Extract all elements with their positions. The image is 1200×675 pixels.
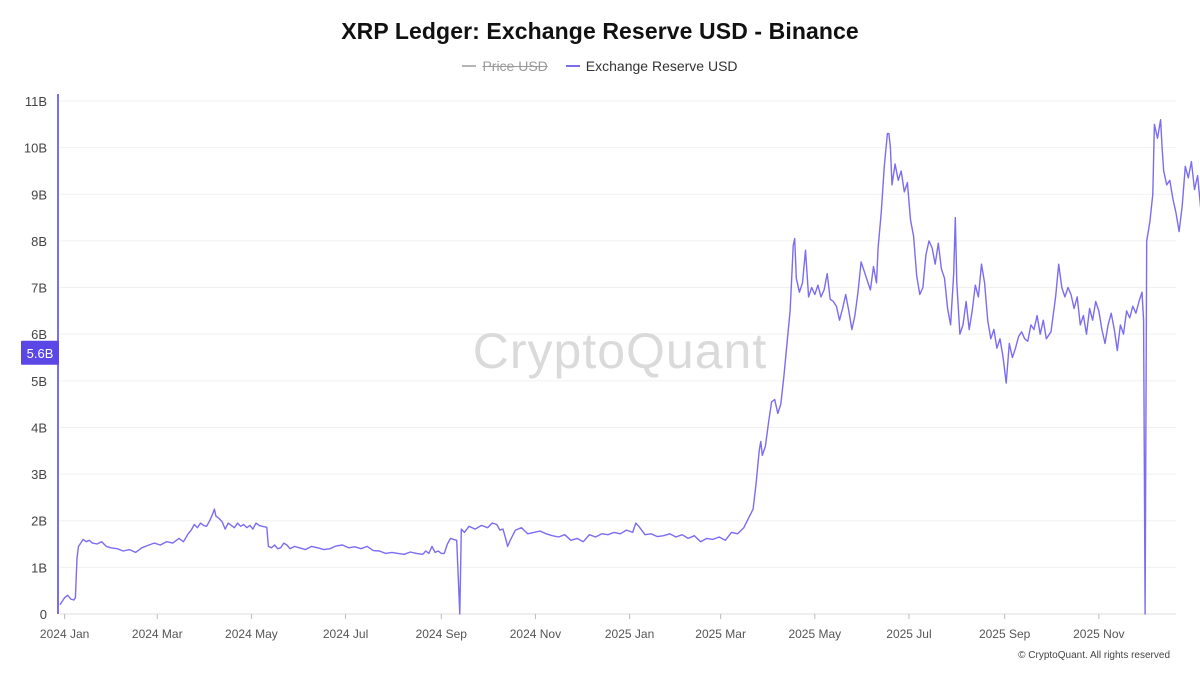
x-tick-label: 2024 Jul xyxy=(323,627,368,641)
x-tick-label: 2025 Sep xyxy=(979,627,1031,641)
series-line-exchange-reserve-usd[interactable] xyxy=(59,119,1200,615)
y-tick-label: 3B xyxy=(31,467,47,482)
x-tick-label: 2025 Nov xyxy=(1073,627,1124,641)
x-tick-label: 2025 Mar xyxy=(695,627,746,641)
x-tick-label: 2024 Jan xyxy=(40,627,89,641)
y-tick-label: 0 xyxy=(40,607,47,622)
y-tick-label: 2B xyxy=(31,514,47,529)
y-axis: 0 1B 2B 3B 4B 5B 6B 7B 8B 9B 10B 11B xyxy=(24,94,47,622)
y-tick-label: 1B xyxy=(31,560,47,575)
y-tick-label: 9B xyxy=(31,187,47,202)
series-layer xyxy=(59,119,1200,615)
y-tick-label: 6B xyxy=(31,327,47,342)
y-tick-label: 7B xyxy=(31,281,47,296)
legend-item-exchange-reserve-usd[interactable]: Exchange Reserve USD xyxy=(565,58,738,74)
copyright-text: © CryptoQuant. All rights reserved xyxy=(1018,650,1170,661)
chart-title: XRP Ledger: Exchange Reserve USD - Binan… xyxy=(341,18,859,44)
y-tick-label: 11B xyxy=(25,94,47,109)
current-value-marker: 5.6B xyxy=(21,340,59,365)
x-axis: 2024 Jan 2024 Mar 2024 May 2024 Jul 2024 Sep… xyxy=(40,614,1125,641)
current-value-label: 5.6B xyxy=(27,346,54,361)
x-tick-label: 2024 Nov xyxy=(510,627,561,641)
chart-legend: Price USD Exchange Reserve USD xyxy=(0,58,1200,74)
legend-swatch-price-usd xyxy=(462,65,477,67)
y-tick-label: 10B xyxy=(24,141,47,156)
legend-item-price-usd[interactable]: Price USD xyxy=(462,58,548,74)
watermark-text: CryptoQuant xyxy=(473,323,767,379)
x-tick-label: 2025 May xyxy=(788,627,841,641)
x-tick-label: 2024 Mar xyxy=(132,627,183,641)
y-tick-label: 8B xyxy=(31,234,47,249)
x-tick-label: 2025 Jul xyxy=(886,627,931,641)
legend-label-exchange-reserve-usd: Exchange Reserve USD xyxy=(585,58,738,74)
legend-swatch-exchange-reserve-usd xyxy=(565,65,580,67)
y-tick-label: 4B xyxy=(31,420,47,435)
current-value-badge xyxy=(21,340,59,365)
x-tick-label: 2024 May xyxy=(225,627,278,641)
x-tick-label: 2025 Jan xyxy=(605,627,654,641)
y-tick-label: 5B xyxy=(31,374,47,389)
legend-label-price-usd: Price USD xyxy=(482,58,548,74)
x-tick-label: 2024 Sep xyxy=(416,627,468,641)
